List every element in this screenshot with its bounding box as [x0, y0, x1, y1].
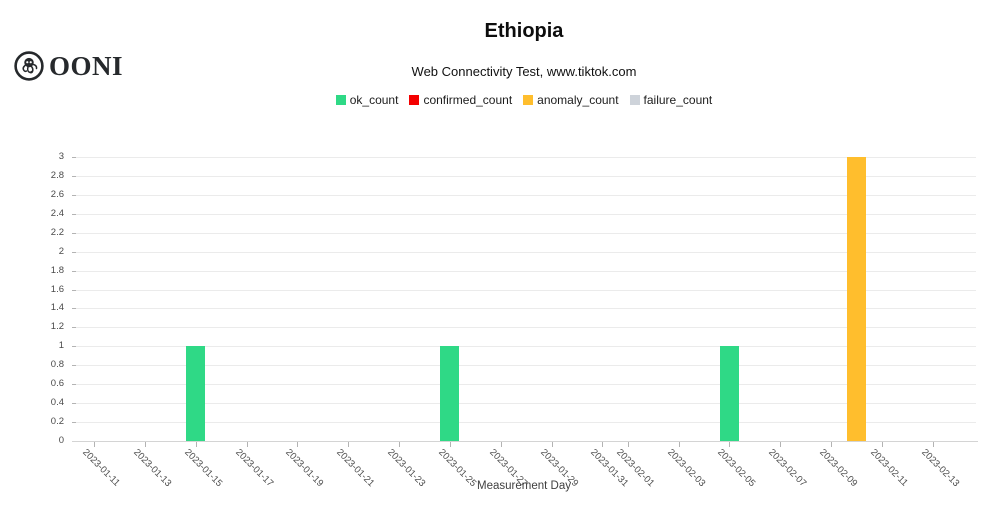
y-tick-mark [72, 175, 76, 177]
y-tick-mark [72, 157, 76, 158]
y-tick-mark [72, 384, 76, 386]
x-tick-mark [399, 442, 401, 447]
y-tick-mark [72, 346, 76, 348]
y-tick-label: 2.4 [50, 207, 64, 219]
y-gridline [76, 403, 976, 405]
x-tick-mark [627, 442, 629, 447]
x-tick-mark [246, 442, 248, 447]
x-tick-mark [881, 442, 883, 447]
y-tick-mark [72, 422, 76, 424]
y-tick-label: 1.8 [50, 264, 64, 276]
y-tick-label: 0.2 [50, 416, 64, 428]
y-gridline [76, 213, 976, 215]
y-gridline [76, 327, 976, 329]
y-gridline [76, 384, 976, 386]
y-tick-mark [72, 270, 76, 272]
y-tick-mark [72, 213, 76, 215]
legend-swatch-ok_count [335, 95, 346, 105]
legend-label-confirmed_count: confirmed_count [423, 93, 513, 107]
x-tick-mark [830, 442, 832, 447]
ooni-wordmark: OONI [49, 51, 124, 81]
legend-label-anomaly_count: anomaly_count [537, 93, 619, 107]
y-gridline [76, 251, 976, 253]
x-tick-mark [195, 442, 197, 447]
x-tick-mark [94, 442, 96, 447]
y-tick-label: 2.6 [50, 188, 64, 200]
y-tick-label: 3 [58, 151, 64, 162]
y-tick-mark [72, 289, 76, 291]
y-tick-mark [72, 251, 76, 253]
x-tick-mark [297, 442, 299, 447]
y-tick-label: 1 [58, 340, 64, 352]
y-gridline [76, 289, 976, 291]
legend-item-anomaly_count: anomaly_count [523, 93, 619, 107]
x-tick-mark [780, 442, 782, 447]
ooni-octopus-icon [14, 51, 44, 81]
chart-title: Ethiopia [484, 20, 564, 42]
bar-ok_count-2023-02-05 [719, 346, 739, 441]
legend-swatch-confirmed_count [409, 95, 420, 105]
legend: ok_count confirmed_count anomaly_count fail… [72, 93, 976, 107]
legend-item-ok_count: ok_count [335, 93, 399, 107]
y-tick-label: 1.2 [50, 321, 64, 333]
y-gridline [76, 270, 976, 272]
plot-area: 0 0.2 0.4 0.6 0.8 1 1.2 1.4 1.6 1.8 2 2.2 2.4 2.6 2.8 3… [51, 152, 978, 489]
x-tick-mark [551, 442, 553, 447]
x-tick-mark [729, 442, 731, 447]
y-tick-mark [72, 365, 76, 367]
y-gridline [76, 175, 976, 177]
x-tick-mark [500, 442, 502, 447]
x-tick-mark [145, 442, 147, 447]
y-gridline [76, 346, 976, 348]
y-tick-label: 2.8 [50, 169, 64, 181]
y-gridline [76, 157, 976, 158]
y-tick-label: 0.8 [50, 359, 64, 371]
x-tick-mark [602, 442, 604, 447]
legend-label-ok_count: ok_count [349, 93, 399, 107]
y-tick-label: 1.6 [50, 283, 64, 295]
legend-item-confirmed_count: confirmed_count [409, 93, 512, 107]
y-tick-label: 1.4 [50, 302, 64, 314]
y-tick-label: 0.6 [50, 378, 64, 390]
y-gridline [76, 422, 976, 424]
y-tick-mark [72, 327, 76, 329]
chart-subtitle: Web Connectivity Test, www.tiktok.com [411, 64, 637, 79]
x-tick-mark [348, 442, 350, 447]
legend-label-failure_count: failure_count [643, 93, 713, 107]
y-tick-label: 2 [58, 245, 64, 257]
y-tick-mark [72, 308, 76, 310]
y-gridline [76, 194, 976, 196]
x-tick-mark [932, 442, 934, 447]
legend-swatch-anomaly_count [523, 95, 534, 105]
y-tick-label: 0 [58, 435, 64, 446]
y-gridline [76, 308, 976, 310]
bar-ok_count-2023-01-25 [440, 346, 460, 441]
x-tick-mark [449, 442, 451, 447]
y-tick-label: 0.4 [50, 397, 64, 409]
y-tick-mark [72, 403, 76, 405]
bar-ok_count-2023-01-15 [186, 346, 206, 441]
bar-anomaly_count-2023-02-10 [846, 157, 866, 441]
ooni-logo: OONI [13, 50, 123, 82]
y-tick-label: 2.2 [50, 226, 64, 238]
legend-item-failure_count: failure_count [629, 93, 713, 107]
y-gridline [76, 232, 976, 234]
x-axis-title: Measurement Day [477, 480, 571, 492]
y-tick-mark [72, 194, 76, 196]
x-axis-line [72, 441, 978, 442]
legend-swatch-failure_count [629, 95, 640, 105]
x-tick-mark [678, 442, 680, 447]
y-tick-mark [72, 232, 76, 234]
y-gridline [76, 365, 976, 367]
